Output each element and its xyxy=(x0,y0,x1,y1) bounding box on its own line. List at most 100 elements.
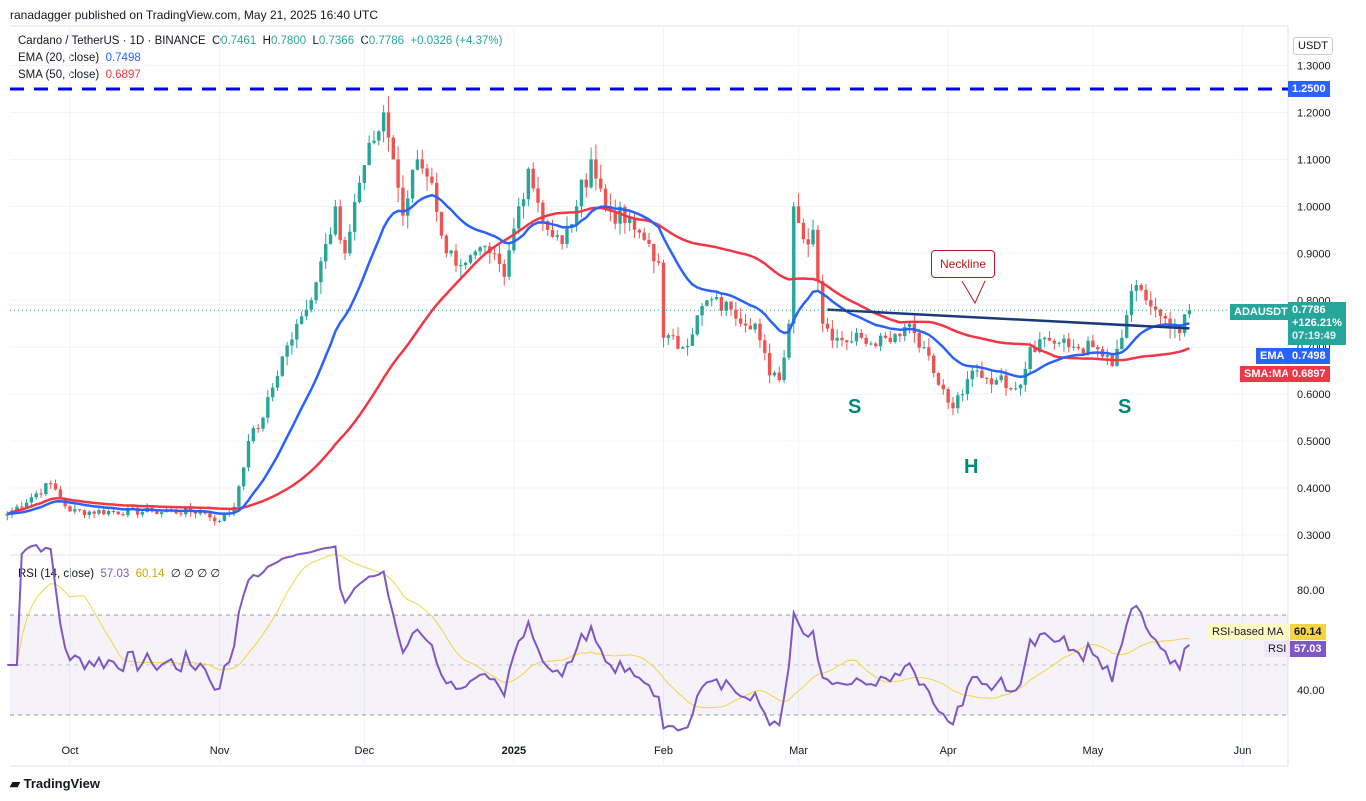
candle-body xyxy=(647,239,651,244)
neckline-label[interactable]: Neckline xyxy=(931,250,996,278)
ema-legend[interactable]: EMA (20, close) 0.7498 xyxy=(18,52,141,64)
candle-body xyxy=(603,188,608,207)
candle-body xyxy=(734,309,738,319)
candle-body xyxy=(705,300,709,307)
candle-body xyxy=(396,159,400,188)
left-shoulder-label[interactable]: S xyxy=(848,396,862,418)
candle-body xyxy=(222,514,227,521)
head-label[interactable]: H xyxy=(964,456,979,478)
candle-body xyxy=(661,262,666,338)
candle-body xyxy=(1042,337,1047,340)
candle-body xyxy=(811,229,815,245)
candle-body xyxy=(874,343,878,347)
candle-body xyxy=(39,493,43,495)
candle-body xyxy=(1009,388,1013,390)
candle-body xyxy=(806,239,810,245)
candle-body xyxy=(883,335,888,338)
candle-body xyxy=(632,217,637,230)
candle-body xyxy=(324,243,328,262)
candle-body xyxy=(1091,340,1095,348)
candle-body xyxy=(285,345,289,357)
rsi-tick-label: 80.00 xyxy=(1297,585,1325,597)
candle-body xyxy=(1018,384,1023,389)
y-tick-label: 1.2000 xyxy=(1297,107,1331,119)
sma-value-tag: 0.6897 xyxy=(1288,366,1330,382)
candle-body xyxy=(517,206,521,229)
candle-body xyxy=(681,347,685,349)
candle-body xyxy=(1014,388,1018,390)
candle-body xyxy=(656,261,661,263)
candle-body xyxy=(1105,354,1110,357)
sma-value: 0.6897 xyxy=(105,69,141,81)
candle-body xyxy=(34,493,38,498)
candle-body xyxy=(719,297,724,311)
close-value: 0.7786 xyxy=(368,35,404,47)
candle-body xyxy=(1115,349,1119,366)
rsi-legend[interactable]: RSI (14, close) 57.03 60.14 ∅ ∅ ∅ ∅ xyxy=(18,566,220,580)
candle-body xyxy=(497,253,502,264)
candle-body xyxy=(44,483,48,495)
candle-body xyxy=(20,506,24,508)
candle-body xyxy=(29,497,34,503)
x-tick-label: May xyxy=(1083,745,1104,757)
candle-body xyxy=(970,370,974,380)
candle-body xyxy=(521,199,526,207)
candle-body xyxy=(116,511,120,515)
candle-body xyxy=(362,165,367,183)
candle-body xyxy=(237,486,241,507)
rsi-ma-value: 60.14 xyxy=(135,568,165,580)
rsi-tick-label: 40.00 xyxy=(1297,685,1325,697)
candle-body xyxy=(159,512,164,515)
candle-body xyxy=(444,235,449,254)
tradingview-logo[interactable]: ▰ TradingView xyxy=(10,776,100,792)
x-tick-label: Dec xyxy=(355,745,375,757)
x-tick-label: Mar xyxy=(789,745,808,757)
y-tick-label: 0.5000 xyxy=(1297,436,1331,448)
candle-body xyxy=(714,297,719,300)
y-tick-label: 1.0000 xyxy=(1297,201,1331,213)
candle-body xyxy=(724,301,728,311)
candle-body xyxy=(1139,285,1143,290)
currency-button[interactable]: USDT xyxy=(1293,37,1333,55)
sma-legend[interactable]: SMA (50, close) 0.6897 xyxy=(18,69,141,81)
candle-body xyxy=(251,428,256,442)
candle-body xyxy=(415,159,420,170)
candle-body xyxy=(348,231,352,254)
candle-body xyxy=(763,340,767,353)
logo-icon: ▰ xyxy=(10,776,24,791)
candle-body xyxy=(1057,342,1061,344)
candle-body xyxy=(628,217,632,223)
candle-body xyxy=(946,389,950,403)
candle-body xyxy=(671,335,675,337)
candle-body xyxy=(777,372,781,381)
candle-body xyxy=(333,206,338,235)
candle-body xyxy=(1096,347,1100,350)
candle-body xyxy=(179,513,183,515)
right-shoulder-label[interactable]: S xyxy=(1118,396,1132,418)
rsi-tag: RSI xyxy=(1264,641,1291,657)
candle-body xyxy=(1120,337,1124,350)
symbol-name[interactable]: Cardano / TetherUS · 1D · BINANCE xyxy=(18,35,206,47)
candle-body xyxy=(854,332,859,342)
candle-body xyxy=(888,337,892,343)
symbol-legend: Cardano / TetherUS · 1D · BINANCE O0.746… xyxy=(18,35,503,47)
candle-body xyxy=(246,441,251,468)
candle-body xyxy=(738,318,743,324)
candle-body xyxy=(338,206,342,240)
candle-body xyxy=(217,520,222,522)
rsi-value: 57.03 xyxy=(100,568,130,580)
candle-body xyxy=(1129,290,1134,316)
rsi-ma-tag: RSI-based MA xyxy=(1208,624,1288,640)
candle-body xyxy=(5,513,9,516)
candle-body xyxy=(960,394,965,396)
candle-body xyxy=(729,301,733,310)
candle-body xyxy=(985,377,989,379)
candle-body xyxy=(377,131,381,141)
x-tick-label: Oct xyxy=(61,745,78,757)
candle-body xyxy=(1004,375,1008,389)
ema-label: EMA (20, close) xyxy=(18,52,100,64)
candle-body xyxy=(574,206,579,225)
low-value: 0.7366 xyxy=(318,35,355,47)
candle-body xyxy=(825,323,830,329)
